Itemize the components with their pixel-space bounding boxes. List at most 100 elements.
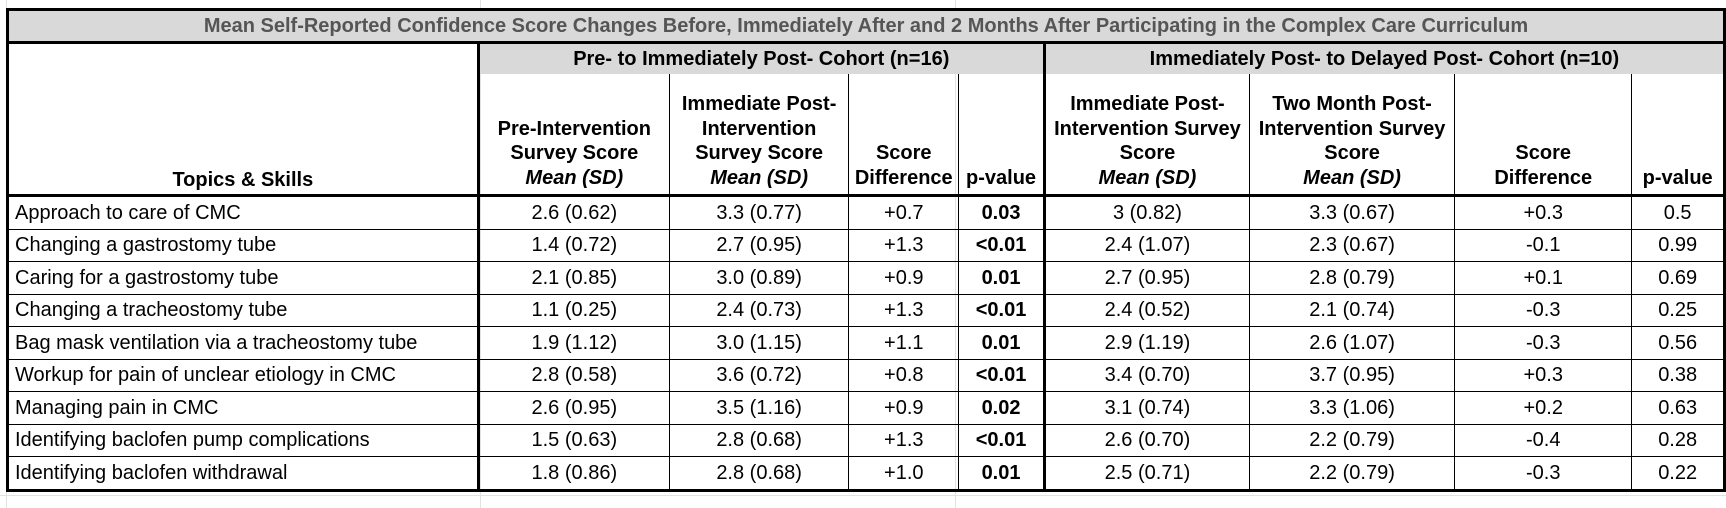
- cell-diff1: +1.3: [848, 228, 959, 262]
- cell-p1: 0.01: [958, 456, 1045, 492]
- cell-diff2: -0.3: [1454, 326, 1632, 359]
- table-row: Changing a tracheostomy tube 1.1 (0.25) 2.…: [6, 293, 1726, 327]
- cell-two: 3.7 (0.95): [1248, 358, 1455, 392]
- cell-pre: 1.9 (1.12): [476, 326, 670, 359]
- column-header-line: Pre-Intervention: [497, 117, 651, 140]
- cell-p1: <0.01: [958, 358, 1045, 392]
- column-header-line: Score: [875, 142, 932, 165]
- cell-post: 2.8 (0.68): [668, 423, 849, 457]
- cell-post: 3.3 (0.77): [668, 194, 849, 229]
- cell-imm: 2.4 (1.07): [1042, 228, 1250, 262]
- cell-post: 3.0 (1.15): [668, 326, 849, 359]
- cell-p2: 0.28: [1631, 423, 1726, 457]
- column-header-line: p-value: [966, 166, 1037, 189]
- cell-topic: Managing pain in CMC: [6, 391, 479, 424]
- cell-imm: 3.4 (0.70): [1042, 358, 1250, 392]
- column-header-line: Survey Score: [695, 142, 824, 165]
- cell-pre: 1.8 (0.86): [476, 456, 670, 492]
- cell-topic: Changing a gastrostomy tube: [6, 228, 479, 262]
- column-header-1: Pre-Intervention Survey Score Mean (SD): [476, 74, 670, 196]
- confidence-score-table: Mean Self-Reported Confidence Score Chan…: [6, 8, 1726, 492]
- cell-p1: <0.01: [958, 228, 1045, 262]
- cell-diff1: +1.1: [848, 326, 959, 359]
- cell-p2: 0.5: [1631, 194, 1726, 229]
- cell-p2: 0.25: [1631, 293, 1726, 327]
- cell-topic: Changing a tracheostomy tube: [6, 293, 479, 327]
- column-header-5: Immediate Post- Intervention Survey Score M…: [1042, 74, 1250, 196]
- cell-diff2: -0.4: [1454, 423, 1632, 457]
- column-header-line: Two Month Post-: [1272, 93, 1432, 116]
- cell-imm: 2.7 (0.95): [1042, 261, 1250, 294]
- cell-two: 2.2 (0.79): [1248, 456, 1455, 492]
- cell-two: 2.2 (0.79): [1248, 423, 1455, 457]
- column-header-6: Two Month Post- Intervention Survey Score M…: [1248, 74, 1455, 196]
- table-row: Caring for a gastrostomy tube 2.1 (0.85) 3…: [6, 261, 1726, 294]
- column-header-line: Mean (SD): [1303, 166, 1401, 189]
- column-header-line: Score: [1324, 142, 1380, 165]
- table-row: Identifying baclofen withdrawal 1.8 (0.86…: [6, 456, 1726, 492]
- cell-pre: 2.6 (0.62): [476, 194, 670, 229]
- cell-pre: 2.8 (0.58): [476, 358, 670, 392]
- cell-post: 3.0 (0.89): [668, 261, 849, 294]
- cell-p2: 0.99: [1631, 228, 1726, 262]
- cohort-row: Topics & Skills Pre- to Immediately Post…: [6, 42, 1726, 196]
- column-header-line: Survey Score: [510, 142, 639, 165]
- column-header-row: Pre-Intervention Survey Score Mean (SD) Imm…: [8, 74, 1726, 196]
- column-header-line: Mean (SD): [1098, 166, 1197, 189]
- cell-p1: 0.01: [958, 326, 1045, 359]
- table-row: Identifying baclofen pump complications 1…: [6, 423, 1726, 457]
- cell-pre: 1.1 (0.25): [476, 293, 670, 327]
- table-row: Changing a gastrostomy tube 1.4 (0.72) 2.7…: [6, 228, 1726, 262]
- cell-post: 2.7 (0.95): [668, 228, 849, 262]
- column-header-line: Difference: [854, 166, 953, 189]
- column-header-line: Intervention Survey: [1054, 117, 1241, 140]
- cell-pre: 2.6 (0.95): [476, 391, 670, 424]
- cell-imm: 2.4 (0.52): [1042, 293, 1250, 327]
- column-header-3: Score Difference: [848, 74, 959, 196]
- cell-p2: 0.69: [1631, 261, 1726, 294]
- cell-diff2: +0.2: [1454, 391, 1632, 424]
- column-header-line: Mean (SD): [710, 166, 809, 189]
- column-header-line: Score: [1119, 142, 1176, 165]
- column-header-line: Intervention: [701, 117, 817, 140]
- gridline: [0, 495, 1726, 496]
- cell-two: 2.3 (0.67): [1248, 228, 1455, 262]
- cell-topic: Bag mask ventilation via a tracheostomy …: [6, 326, 479, 359]
- column-header-line: Intervention Survey: [1258, 117, 1446, 140]
- cell-diff1: +1.3: [848, 423, 959, 457]
- cohort-header-post-delayed: Immediately Post- to Delayed Post- Cohor…: [1042, 42, 1726, 74]
- cell-topic: Approach to care of CMC: [6, 194, 479, 229]
- column-header-line: Difference: [1494, 166, 1593, 189]
- table-row: Workup for pain of unclear etiology in C…: [6, 358, 1726, 392]
- table-title: Mean Self-Reported Confidence Score Chan…: [6, 8, 1726, 44]
- cell-two: 3.3 (1.06): [1248, 391, 1455, 424]
- column-header-line: p-value: [1642, 166, 1713, 189]
- column-header-8: p-value: [1631, 74, 1726, 196]
- cell-diff1: +0.9: [848, 391, 959, 424]
- topics-header: Topics & Skills: [6, 42, 479, 196]
- cell-topic: Identifying baclofen withdrawal: [6, 456, 479, 492]
- column-header-4: p-value: [958, 74, 1045, 196]
- cell-diff1: +0.8: [848, 358, 959, 392]
- cell-two: 3.3 (0.67): [1248, 194, 1455, 229]
- cell-post: 2.8 (0.68): [668, 456, 849, 492]
- cell-p1: <0.01: [958, 423, 1045, 457]
- cell-topic: Workup for pain of unclear etiology in C…: [6, 358, 479, 392]
- column-header-7: Score Difference: [1454, 74, 1632, 196]
- cell-p2: 0.38: [1631, 358, 1726, 392]
- cell-pre: 1.5 (0.63): [476, 423, 670, 457]
- cell-p1: 0.03: [958, 194, 1045, 229]
- column-header-line: Mean (SD): [525, 166, 624, 189]
- cell-diff2: -0.3: [1454, 456, 1632, 492]
- column-header-line: Immediate Post-: [681, 93, 837, 116]
- cohort-header-pre-post: Pre- to Immediately Post- Cohort (n=16): [476, 42, 1045, 74]
- table-row: Managing pain in CMC 2.6 (0.95) 3.5 (1.16)…: [6, 391, 1726, 424]
- cell-post: 3.5 (1.16): [668, 391, 849, 424]
- gridline: [6, 0, 7, 508]
- cell-diff1: +0.9: [848, 261, 959, 294]
- column-header-2: Immediate Post- Intervention Survey Score M…: [668, 74, 849, 196]
- cell-imm: 3.1 (0.74): [1042, 391, 1250, 424]
- table-row: Approach to care of CMC 2.6 (0.62) 3.3 (0.…: [6, 194, 1726, 229]
- column-header-line: Score: [1515, 142, 1572, 165]
- cell-diff2: -0.1: [1454, 228, 1632, 262]
